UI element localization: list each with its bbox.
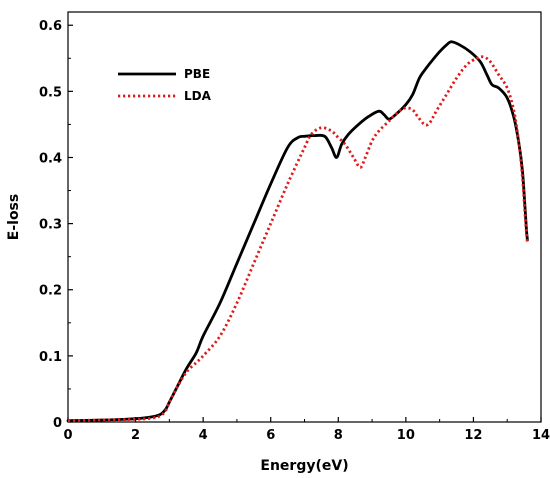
x-axis-title: Energy(eV) — [260, 458, 348, 474]
series-layer — [66, 40, 529, 423]
y-tick-label: 0.3 — [39, 218, 62, 233]
x-tick-label: 12 — [464, 428, 482, 443]
x-tick-label: 10 — [397, 428, 415, 443]
y-tick-label: 0 — [53, 416, 62, 431]
x-tick-label: 2 — [131, 428, 140, 443]
legend-label-lda: LDA — [184, 89, 212, 103]
y-tick-label: 0.5 — [39, 85, 62, 100]
series-line-pbe — [66, 40, 529, 423]
x-tick-label: 14 — [532, 428, 550, 443]
x-tick-label: 6 — [266, 428, 275, 443]
y-tick-label: 0.6 — [39, 19, 62, 34]
y-axis-title: E-loss — [6, 194, 22, 240]
x-tick-label: 0 — [63, 428, 72, 443]
y-tick-label: 0.2 — [39, 284, 62, 299]
legend-label-pbe: PBE — [184, 67, 210, 81]
y-tick-label: 0.4 — [39, 151, 62, 166]
axis-labels-layer: Energy(eV) E-loss — [6, 194, 349, 474]
series-line-lda — [67, 55, 529, 423]
x-tick-label: 4 — [199, 428, 208, 443]
legend: PBE LDA — [118, 67, 212, 103]
y-tick-label: 0.1 — [39, 350, 62, 365]
x-tick-label: 8 — [334, 428, 343, 443]
axes-layer: 0 2 4 6 8 10 12 14 0 0.1 0.2 0.3 0.4 0.5 0.6 — [39, 11, 550, 443]
